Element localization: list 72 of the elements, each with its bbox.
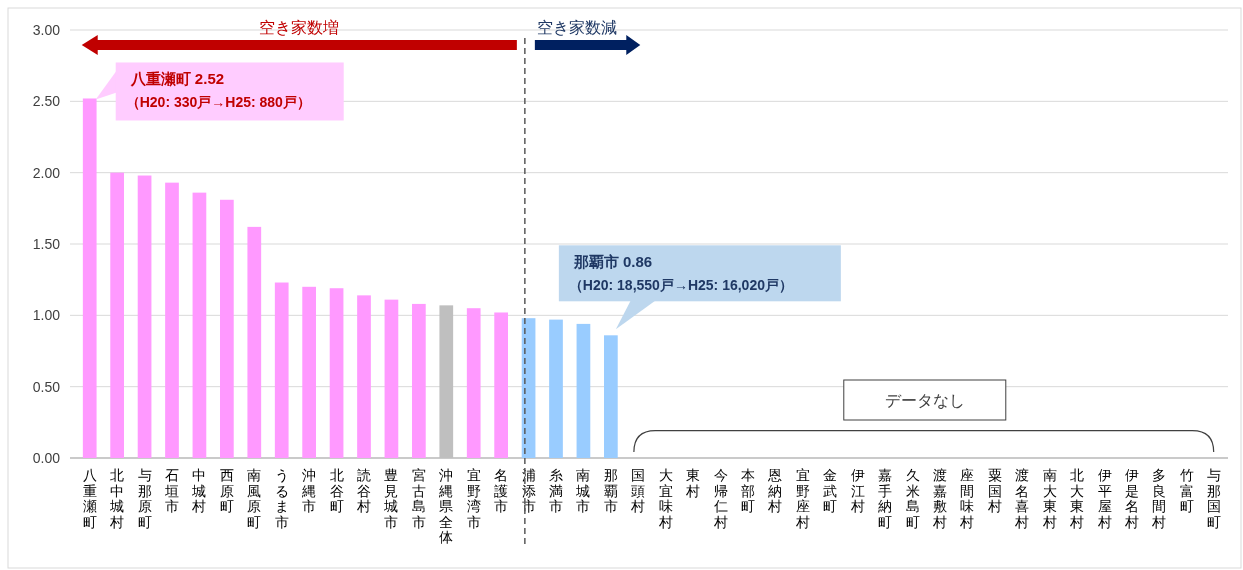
x-tick-label: 読谷村	[356, 467, 371, 514]
x-tick-label: 宜野座村	[794, 467, 810, 530]
annotation: 空き家数増	[259, 19, 340, 36]
bar	[357, 295, 371, 458]
x-tick-label: 沖縄市	[301, 467, 317, 514]
x-tick-label: 嘉手納町	[878, 467, 893, 530]
x-tick-label: 南城市	[575, 467, 591, 514]
y-tick-label: 0.00	[32, 450, 61, 466]
bar	[329, 288, 344, 458]
bar	[604, 335, 618, 458]
x-tick-label: 豊見城市	[383, 467, 399, 530]
x-tick-label: 渡名喜村	[1014, 467, 1030, 530]
bar	[137, 175, 152, 458]
bar	[165, 182, 179, 458]
x-tick-label: 名護市	[494, 467, 509, 514]
bar	[110, 172, 124, 458]
bar	[466, 308, 481, 458]
x-tick-label: 大宜味村	[657, 467, 673, 530]
y-tick-label: 0.50	[32, 378, 61, 395]
bar	[412, 303, 426, 458]
annotation: 那覇市 0.86 （H20: 18,550戸→H25: 16,020戸）	[568, 253, 793, 294]
x-tick-label: 与那国町	[1207, 467, 1222, 530]
bar	[302, 286, 316, 458]
x-tick-label: 多良間村	[1151, 467, 1167, 530]
x-tick-label: うるま市	[274, 467, 289, 530]
x-tick-label: 糸満市	[549, 467, 563, 514]
x-tick-label: 与那原町	[137, 467, 152, 530]
x-tick-label: 宜野湾市	[466, 467, 481, 530]
x-tick-label: 座間味村	[959, 467, 975, 530]
x-tick-label: 沖縄県全体	[438, 467, 454, 545]
x-tick-label: 南風原町	[247, 467, 262, 530]
y-tick-label: 1.00	[32, 307, 61, 324]
bar	[192, 192, 207, 458]
x-tick-label: 北大東村	[1069, 467, 1085, 530]
y-tick-label: 3.00	[32, 22, 61, 38]
x-tick-label: 本部町	[741, 467, 755, 514]
x-tick-label: 北中城村	[109, 467, 125, 530]
x-tick-label: 石垣市	[164, 467, 179, 514]
bar	[576, 323, 591, 458]
x-tick-label: 北谷町	[329, 467, 344, 514]
x-tick-label: 西原町	[219, 467, 234, 514]
y-tick-label: 2.50	[32, 93, 61, 110]
x-tick-label: 伊是名村	[1124, 467, 1139, 530]
bar	[247, 226, 262, 458]
x-tick-label: 粟国村	[986, 467, 1002, 514]
y-tick-label: 1.50	[32, 236, 61, 252]
x-tick-label: 伊平屋村	[1096, 467, 1112, 530]
x-tick-label: 今帰仁村	[712, 467, 728, 530]
x-tick-label: 宮古島市	[411, 467, 426, 530]
x-tick-label: 金武町	[823, 467, 838, 514]
x-tick-label: 竹富町	[1179, 467, 1194, 514]
y-tick-label: 2.00	[32, 164, 61, 181]
x-tick-label: 渡嘉敷村	[932, 467, 947, 530]
x-tick-label: 那覇市	[603, 467, 618, 514]
x-tick-label: 国頭村	[630, 467, 646, 514]
bar	[82, 98, 97, 458]
bar	[549, 319, 563, 458]
bar	[220, 199, 234, 458]
x-tick-label: 恩納村	[767, 467, 783, 514]
x-tick-label: 中城村	[191, 467, 207, 514]
x-tick-label: 東村	[685, 467, 701, 499]
annotation: データなし	[884, 392, 965, 409]
bar	[274, 282, 289, 458]
x-tick-label: 浦添市	[521, 467, 536, 514]
x-tick-label: 伊江村	[849, 467, 865, 514]
x-tick-label: 八重瀬町	[82, 467, 97, 530]
x-tick-label: 南大東村	[1041, 467, 1057, 530]
annotation: 空き家数減	[536, 19, 617, 36]
bar	[384, 299, 399, 458]
x-tick-label: 久米島町	[905, 467, 920, 530]
annotation: 八重瀬町 2.52 （H20: 330戸→H25: 880戸）	[125, 70, 311, 111]
bar	[494, 312, 508, 458]
